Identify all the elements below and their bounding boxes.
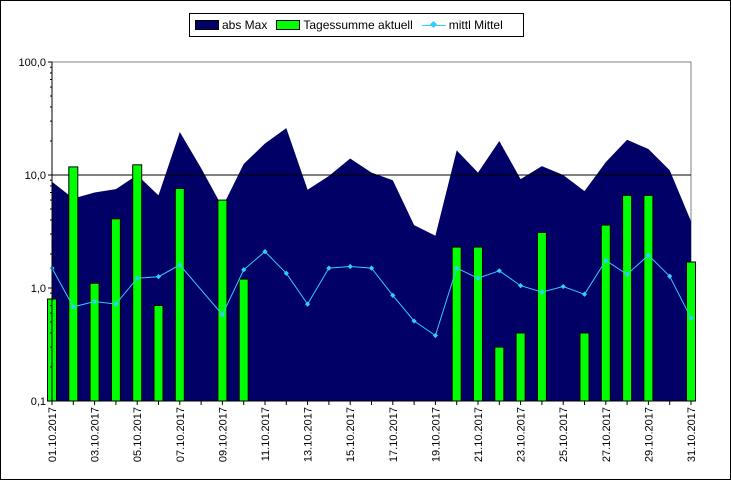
x-tick-label: 09.10.2017 [217,407,229,462]
point-mittl-mittel-29 [645,252,651,258]
y-tick-label: 10,0 [25,170,46,182]
bar-tagessumme-5 [132,164,143,402]
point-mittl-mittel-23 [518,283,524,289]
point-mittl-mittel-19 [432,332,438,339]
bar-tagessumme-10 [238,278,249,402]
x-tick-label: 05.10.2017 [132,407,144,462]
y-tick-label: 100,0 [18,57,46,69]
point-mittl-mittel-11 [262,248,268,255]
x-tick-label: 19.10.2017 [430,407,442,462]
point-mittl-mittel-30 [667,273,673,279]
x-tick-label: 23.10.2017 [516,407,528,462]
bar-tagessumme-7 [174,188,185,402]
point-mittl-mittel-16 [368,265,375,271]
legend: abs Max Tagessumme aktuell mittl Mittel [189,13,524,37]
point-mittl-mittel-6 [155,274,162,280]
point-mittl-mittel-3 [92,298,98,305]
bar-tagessumme-23 [515,332,526,402]
bar-tagessumme-31 [686,261,696,402]
point-mittl-mittel-28 [624,271,630,277]
bar-tagessumme-21 [473,246,483,402]
area-abs-max [52,128,691,401]
point-mittl-mittel-13 [305,301,311,307]
point-mittl-mittel-26 [581,291,588,297]
point-mittl-mittel-2 [70,304,76,310]
x-tick-label: 01.10.2017 [47,407,59,462]
bar-tagessumme-9 [217,199,228,402]
legend-swatch-abs-max [195,20,219,30]
point-mittl-mittel-20 [454,265,460,271]
x-tick-label: 11.10.2017 [260,407,272,461]
bar-tagessumme-28 [622,194,633,402]
point-mittl-mittel-12 [283,270,289,276]
point-mittl-mittel-22 [496,268,502,274]
legend-swatch-mittl-mittel [421,21,446,29]
point-mittl-mittel-10 [241,267,247,273]
line-mittl-mittel [51,250,692,337]
point-mittl-mittel-15 [347,263,353,270]
point-mittl-mittel-31 [688,315,694,321]
bar-tagessumme-24 [536,232,547,402]
x-tick-label: 15.10.2017 [345,407,357,462]
y-tick-label: 0,1 [31,396,46,408]
x-tick-label: 13.10.2017 [303,407,315,462]
x-tick-label: 31.10.2017 [686,407,698,462]
bar-tagessumme-6 [153,305,164,402]
x-tick-label: 21.10.2017 [473,407,485,462]
bar-tagessumme-4 [110,218,121,402]
bar-tagessumme-29 [643,194,654,402]
x-tick-label: 29.10.2017 [643,407,655,462]
x-tick-label: 03.10.2017 [90,407,102,462]
legend-item-tagessumme: Tagessumme aktuell [276,18,413,32]
point-mittl-mittel-17 [390,292,396,299]
point-mittl-mittel-5 [134,275,140,281]
x-tick-label: 25.10.2017 [558,407,570,462]
point-mittl-mittel-14 [326,265,332,271]
legend-item-abs-max: abs Max [195,18,267,32]
x-tick-label: 17.10.2017 [388,407,400,462]
x-tick-label: 07.10.2017 [175,407,187,462]
y-tick-label: 1,0 [31,283,46,295]
bar-tagessumme-27 [600,224,611,402]
bar-tagessumme-2 [68,166,79,402]
legend-label-mittl-mittel: mittl Mittel [448,18,503,32]
legend-item-mittl-mittel: mittl Mittel [421,18,503,32]
point-mittl-mittel-9 [219,312,225,318]
point-mittl-mittel-4 [113,301,119,307]
legend-label-tagessumme: Tagessumme aktuell [303,18,413,32]
bar-tagessumme-22 [494,346,505,402]
point-mittl-mittel-24 [539,289,545,295]
point-mittl-mittel-21 [475,275,481,281]
bar-tagessumme-26 [579,332,590,402]
legend-label-abs-max: abs Max [222,18,268,32]
point-mittl-mittel-18 [411,318,417,324]
point-mittl-mittel-27 [603,257,609,264]
point-mittl-mittel-25 [560,283,566,290]
legend-swatch-tagessumme [276,20,301,30]
point-mittl-mittel-7 [177,262,183,268]
x-tick-label: 27.10.2017 [601,407,613,462]
